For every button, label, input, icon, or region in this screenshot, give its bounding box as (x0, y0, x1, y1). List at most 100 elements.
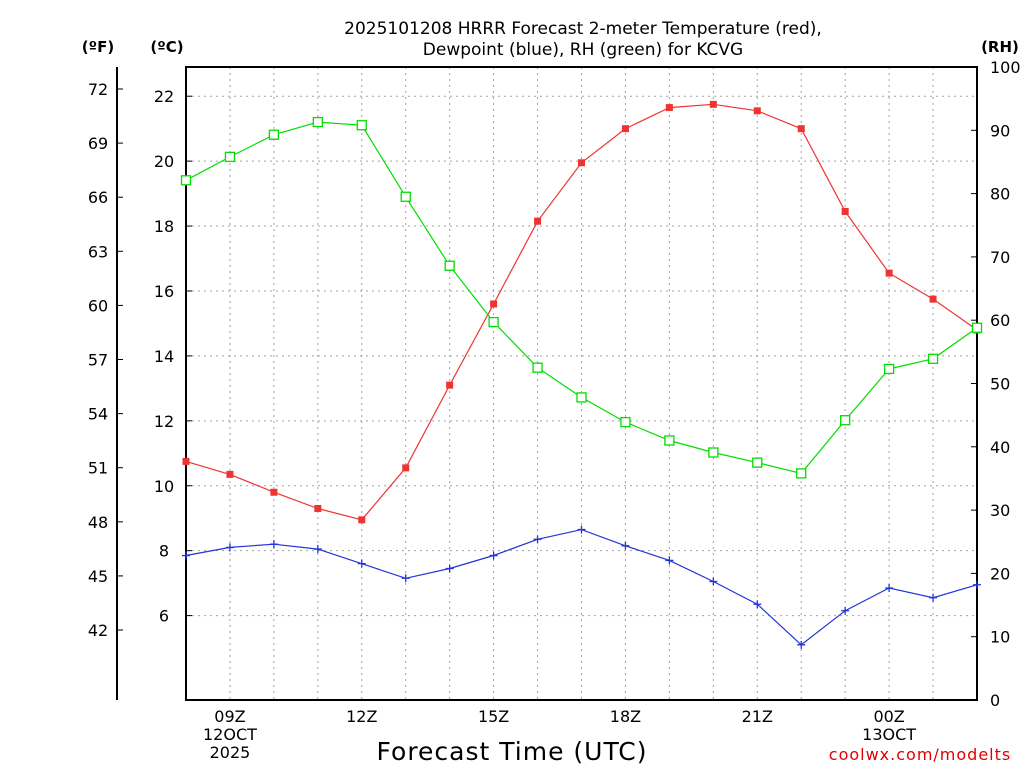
dewpoint-point (313, 545, 322, 554)
rh-point (312, 116, 323, 128)
celsius-tick-label: 14 (154, 347, 174, 366)
2-meter-temperature-point (534, 217, 542, 225)
rh-point (576, 392, 587, 403)
dewpoint-point (709, 577, 718, 586)
dewpoint-point (577, 525, 586, 534)
fahrenheit-tick-label: 57 (88, 351, 108, 370)
rh-point (664, 435, 675, 446)
2-meter-temperature-point (446, 381, 454, 389)
fahrenheit-tick-label: 45 (88, 567, 108, 586)
rh-point (400, 191, 411, 202)
rh-unit-label: (RH) (981, 38, 1019, 56)
fahrenheit-tick-label: 42 (88, 621, 108, 640)
dewpoint-point (929, 593, 938, 602)
fahrenheit-unit-label: (ºF) (82, 38, 114, 56)
rh-point (752, 457, 763, 468)
rh-point (180, 175, 192, 186)
x-tick-label: 18Z (610, 707, 641, 726)
dewpoint-point (357, 559, 366, 568)
rh-tick-label: 90 (990, 121, 1010, 140)
rh-point (883, 363, 895, 375)
2-meter-temperature-point (797, 125, 805, 133)
dewpoint-point (445, 564, 454, 573)
rh-point (488, 316, 499, 328)
chart-title-line2: Dewpoint (blue), RH (green) for KCVG (423, 40, 743, 60)
2-meter-temperature-point (226, 470, 234, 478)
celsius-tick-label: 20 (154, 152, 174, 171)
fahrenheit-tick-label: 54 (88, 405, 108, 424)
dewpoint-line (185, 528, 978, 646)
chart-title-line1: 2025101208 HRRR Forecast 2-meter Tempera… (344, 19, 822, 39)
rh-tick-label: 20 (990, 564, 1010, 583)
fahrenheit-tick-label: 66 (88, 188, 108, 207)
rh-point (268, 129, 280, 140)
fahrenheit-tick-label: 60 (88, 296, 108, 315)
2-meter-temperature-point (929, 295, 937, 303)
dewpoint-point (225, 543, 234, 552)
rh-tick-label: 40 (990, 438, 1010, 457)
rh-point (356, 120, 367, 131)
celsius-unit-label: (ºC) (150, 38, 183, 56)
2-meter-temperature-point (621, 125, 629, 133)
2-meter-temperature-point (270, 488, 278, 496)
x-tick-label: 13OCT (862, 725, 916, 744)
fahrenheit-tick-label: 48 (88, 513, 108, 532)
rh-point (796, 468, 807, 479)
dewpoint-point (621, 541, 630, 550)
fahrenheit-tick-label: 63 (88, 242, 108, 261)
2-meter-temperature-point (490, 300, 498, 308)
2-meter-temperature-point (314, 504, 322, 512)
rh-point (532, 362, 543, 373)
2-meter-temperature-point (665, 104, 673, 112)
celsius-tick-label: 22 (154, 87, 174, 106)
2-meter-temperature-point (402, 464, 410, 472)
2-meter-temperature-point (578, 159, 585, 167)
rh-point (224, 151, 236, 163)
celsius-tick-label: 12 (154, 412, 174, 431)
dewpoint-point (973, 580, 981, 589)
fahrenheit-tick-label: 51 (88, 459, 108, 478)
x-tick-label: 12Z (346, 707, 377, 726)
rh-point (708, 447, 719, 458)
celsius-tick-label: 16 (154, 282, 174, 301)
2-meter-temperature-point (709, 100, 717, 108)
data-series (180, 100, 983, 649)
rh-tick-label: 60 (990, 311, 1010, 330)
dewpoint-point (885, 584, 894, 593)
celsius-tick-label: 10 (154, 477, 174, 496)
rh-tick-label: 30 (990, 501, 1010, 520)
celsius-tick-label: 18 (154, 217, 174, 236)
2-meter-temperature-point (182, 457, 190, 465)
celsius-tick-label: 6 (159, 607, 169, 626)
fahrenheit-tick-label: 72 (88, 80, 108, 99)
2-meter-temperature-point (841, 207, 849, 215)
rh-point (840, 415, 851, 426)
fahrenheit-tick-label: 69 (88, 134, 108, 153)
rh-tick-label: 70 (990, 248, 1010, 267)
dewpoint-point (489, 551, 498, 560)
x-tick-label: 00Z (873, 707, 904, 726)
dewpoint-point (753, 600, 762, 609)
axes: 42 45 48 51 54 57 60 63 66 69 72 6 8 10 12 14 16 18 20 22 0 1… (88, 58, 1021, 762)
dewpoint-point (533, 535, 542, 544)
x-tick-label: 2025 (210, 743, 251, 762)
x-tick-label: 15Z (478, 707, 509, 726)
rh-point (927, 353, 939, 364)
rh-tick-label: 80 (990, 185, 1010, 204)
dewpoint-point (182, 551, 190, 560)
2-meter-temperature-point (885, 269, 893, 277)
2-meter-temperature-point (753, 107, 761, 115)
rh-point (444, 260, 455, 271)
x-axis-title: Forecast Time (UTC) (377, 737, 648, 766)
rh-tick-label: 10 (990, 628, 1010, 647)
dewpoint-point (841, 606, 850, 615)
rh-tick-label: 0 (990, 691, 1000, 710)
dewpoint-point (401, 574, 410, 583)
2-meter-temperature-point (358, 516, 366, 524)
dewpoint-point (797, 640, 806, 649)
dewpoint-point (269, 540, 278, 549)
rh-tick-label: 100 (990, 58, 1021, 77)
dewpoint-point (665, 556, 674, 565)
rh-point (971, 322, 983, 333)
